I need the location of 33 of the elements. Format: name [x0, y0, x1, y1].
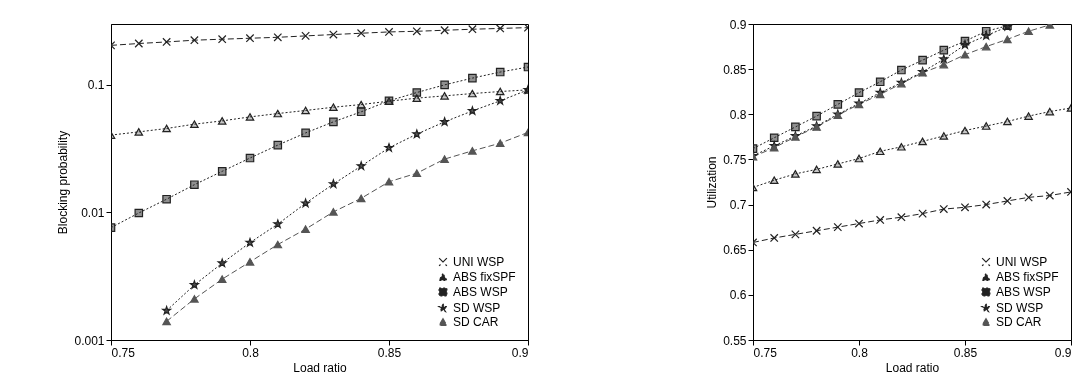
legend-label: SD WSP: [453, 301, 501, 315]
x-tick-label: 0.75: [111, 345, 136, 360]
y-tick-label: 0.6: [729, 288, 747, 303]
legend-label: SD CAR: [453, 315, 499, 329]
legend-label: ABS WSP: [453, 285, 508, 299]
y-tick-label: 0.85: [723, 62, 747, 77]
legend-label: ABS fixSPF: [996, 270, 1059, 284]
y-tick-label: 0.1: [87, 78, 105, 93]
x-axis-title: Load ratio: [293, 360, 348, 375]
x-tick-label: 0.9: [511, 345, 529, 360]
legend-label: ABS fixSPF: [453, 270, 516, 284]
y-tick-label: 0.8: [729, 107, 747, 122]
legend-label: ABS WSP: [996, 285, 1051, 299]
y-tick-label: 0.75: [723, 152, 747, 167]
x-tick-label: 0.9: [1054, 345, 1072, 360]
y-tick-label: 0.65: [723, 243, 747, 258]
y-tick-label: 0.9: [729, 17, 747, 32]
x-tick-label: 0.85: [377, 345, 402, 360]
legend-label: UNI WSP: [996, 255, 1048, 269]
legend-label: SD CAR: [996, 315, 1042, 329]
x-tick-label: 0.8: [242, 345, 260, 360]
y-axis-title: Blocking probability: [56, 130, 71, 235]
y-tick-label: 0.01: [81, 205, 105, 220]
x-tick-label: 0.85: [953, 345, 978, 360]
y-axis-title: Utilization: [705, 156, 720, 209]
x-axis-title: Load ratio: [885, 360, 940, 375]
y-tick-label: 0.7: [729, 198, 747, 213]
legend-label: SD WSP: [996, 301, 1044, 315]
x-tick-label: 0.8: [851, 345, 869, 360]
legend-label: UNI WSP: [453, 255, 505, 269]
x-tick-label: 0.75: [753, 345, 778, 360]
y-tick-label: 0.55: [723, 333, 747, 348]
y-tick-label: 0.001: [74, 333, 105, 348]
